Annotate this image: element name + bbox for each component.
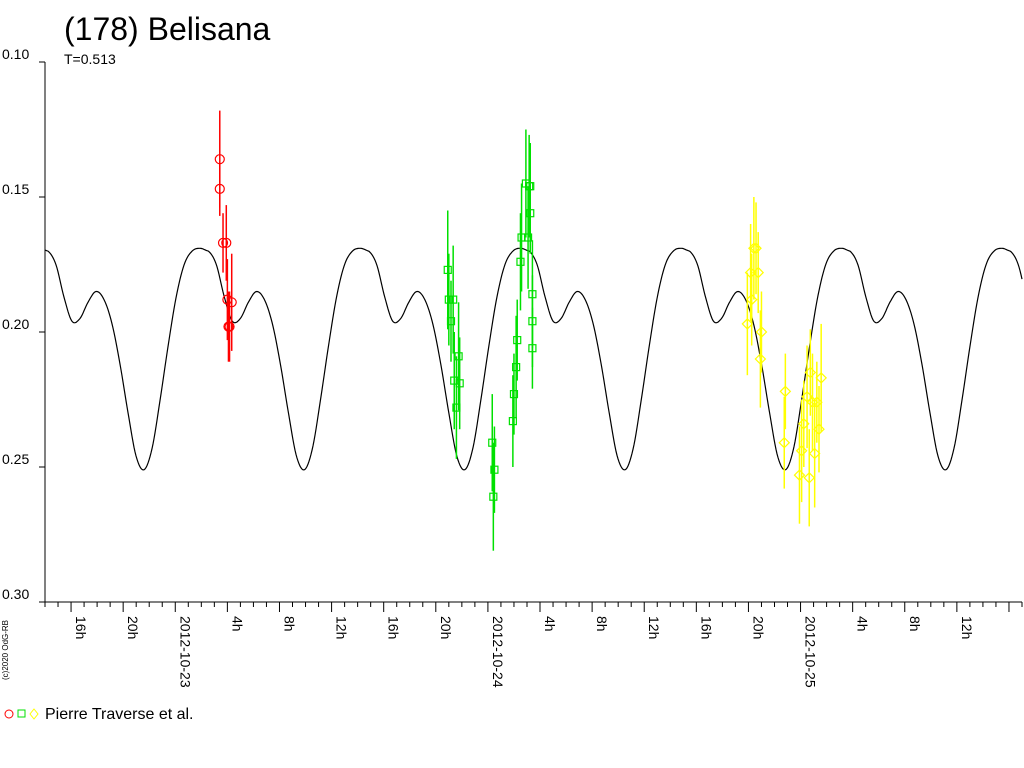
data-point-diamond [806, 396, 819, 409]
data-point-square [512, 363, 521, 372]
data-point-diamond [750, 242, 762, 255]
data-point-diamond [754, 353, 767, 365]
x-date-label: 2012-10-24 [490, 616, 506, 688]
data-point-diamond [813, 423, 825, 436]
x-tick-label: 12h [959, 616, 975, 639]
data-point-diamond [752, 266, 765, 279]
data-point-diamond [804, 366, 817, 379]
x-tick-label: 4h [229, 616, 245, 632]
data-point-square [450, 376, 459, 385]
data-point-diamond [808, 447, 821, 460]
data-point-square [454, 352, 463, 361]
data-point-diamond [745, 293, 758, 306]
y-tick-label: 0.15 [2, 181, 29, 197]
x-tick-label: 12h [334, 616, 350, 639]
x-date-label: 2012-10-25 [803, 616, 819, 688]
series-diamond-2012-10-25 [741, 197, 828, 527]
series-circle-2012-10-23 [214, 110, 237, 362]
data-point-square [449, 295, 458, 304]
chart-subtitle: T=0.513 [64, 51, 116, 67]
data-point-square [488, 438, 497, 447]
y-tick-label: 0.30 [2, 586, 29, 602]
data-point-square [509, 390, 519, 399]
y-tick-label: 0.25 [2, 451, 29, 467]
chart-title: (178) Belisana [64, 11, 271, 47]
data-point-circle [217, 237, 229, 248]
data-point-diamond [748, 242, 760, 255]
y-tick-label: 0.20 [2, 316, 29, 332]
data-point-diamond [741, 318, 754, 330]
data-point-square [443, 265, 452, 274]
legend-square-marker [17, 709, 26, 718]
data-point-diamond [778, 436, 791, 449]
data-point-diamond [803, 471, 816, 484]
data-point-circle [214, 183, 225, 194]
axes: 0.10 0.15 0.20 0.25 0.30 16h 20h 4h 8h 12h 16h 20h 4… [2, 46, 1023, 688]
data-point-diamond [793, 469, 806, 481]
legend: Pierre Traverse et al. [4, 706, 194, 723]
x-tick-label: 4h [855, 616, 871, 632]
x-tick-label: 16h [386, 616, 402, 639]
x-tick-label: 8h [907, 616, 923, 632]
data-points [214, 110, 828, 551]
x-tick-label: 20h [438, 616, 454, 639]
data-point-square [446, 317, 456, 326]
x-tick-label: 8h [594, 616, 610, 632]
model-curve [44, 247, 1023, 471]
data-point-circle [224, 321, 235, 332]
data-point-diamond [755, 326, 768, 338]
data-point-diamond [815, 372, 828, 384]
data-point-square [513, 336, 522, 345]
data-point-square [526, 182, 535, 191]
legend-diamond-marker [29, 708, 39, 720]
data-point-square [508, 417, 517, 426]
data-point-circle [221, 237, 232, 248]
x-tick-label: 16h [698, 616, 714, 639]
data-point-square [490, 465, 499, 474]
data-point-square [523, 233, 533, 242]
series-square-2012-10-24 [443, 129, 537, 551]
y-tick-label: 0.10 [2, 46, 29, 62]
x-tick-label: 20h [750, 616, 766, 639]
x-tick-label: 4h [542, 616, 558, 632]
x-date-label: 2012-10-23 [177, 616, 193, 688]
data-point-square [489, 492, 498, 501]
data-point-diamond [779, 385, 792, 398]
model-curve-group [44, 247, 1023, 471]
copyright-text: (c)2020 OdG-RB [1, 620, 10, 680]
data-point-square [444, 295, 453, 304]
x-tick-label: 16h [73, 616, 89, 639]
legend-circle-marker [4, 709, 14, 719]
x-tick-label: 20h [125, 616, 141, 639]
x-tick-label: 8h [281, 616, 297, 632]
data-point-square [455, 379, 464, 388]
data-point-diamond [810, 396, 823, 409]
data-point-circle [226, 297, 237, 308]
data-point-diamond [795, 444, 808, 457]
data-point-square [516, 257, 525, 266]
data-point-square [528, 344, 537, 353]
x-tick-label: 12h [646, 616, 662, 639]
legend-label: Pierre Traverse et al. [45, 706, 194, 723]
